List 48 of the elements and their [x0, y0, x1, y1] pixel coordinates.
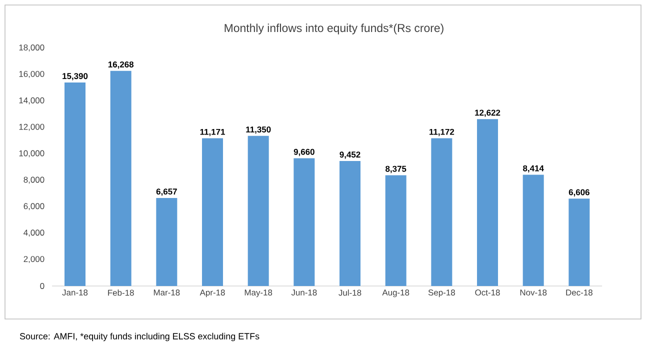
x-tick-label: Dec-18: [566, 290, 592, 296]
y-tick-label: 2,000: [24, 256, 44, 264]
y-tick-label: 12,000: [19, 124, 44, 131]
bar: [294, 158, 315, 286]
y-tick-label: 10,000: [19, 150, 44, 158]
source-note: Source: AMFI, *equity funds including ELSS excluding ETFs: [20, 332, 260, 342]
bar: [202, 138, 224, 286]
x-tick-label: Apr-18: [200, 290, 225, 298]
data-label: 6,657: [156, 188, 177, 196]
x-tick-label: Oct-18: [475, 290, 500, 296]
x-tick-label: Mar-18: [154, 290, 180, 296]
x-tick-label: Feb-18: [108, 290, 134, 296]
data-label: 15,390: [62, 73, 88, 80]
y-tick-label: 8,000: [24, 176, 44, 184]
bar: [385, 175, 406, 286]
y-tick-label: 0: [40, 283, 44, 289]
data-label: 11,171: [200, 128, 225, 136]
data-label: 8,414: [523, 165, 544, 173]
x-tick-label: Jan-18: [62, 290, 88, 296]
bar: [156, 198, 178, 286]
data-label: 9,660: [294, 148, 314, 156]
x-tick-label: Nov-18: [520, 290, 547, 296]
chart-title: Monthly inflows into equity funds*(Rs crore): [224, 24, 444, 34]
data-label: 16,268: [108, 61, 134, 69]
data-label: 9,452: [340, 152, 360, 159]
y-tick-label: 16,000: [19, 70, 44, 78]
data-label: 11,350: [246, 126, 271, 134]
data-label: 12,622: [475, 110, 500, 117]
bar: [431, 138, 452, 286]
bar: [522, 174, 544, 286]
x-tick-label: Jul-18: [338, 290, 362, 296]
bar: [248, 136, 269, 286]
data-label: 11,172: [429, 128, 454, 136]
data-label: 8,375: [386, 166, 406, 174]
y-tick-label: 18,000: [19, 44, 44, 52]
y-tick-label: 14,000: [19, 97, 44, 104]
data-label: 6,606: [568, 189, 590, 196]
x-tick-label: Jun-18: [291, 290, 317, 296]
bar: [477, 119, 498, 286]
y-tick-label: 6,000: [24, 203, 44, 210]
x-tick-label: Aug-18: [382, 290, 410, 298]
x-tick-label: Sep-18: [428, 290, 455, 298]
y-tick-label: 4,000: [24, 230, 44, 237]
bar: [110, 70, 132, 286]
bar: [340, 161, 361, 286]
bar: [568, 198, 590, 286]
x-tick-label: May-18: [244, 290, 272, 298]
bar: [64, 82, 86, 286]
